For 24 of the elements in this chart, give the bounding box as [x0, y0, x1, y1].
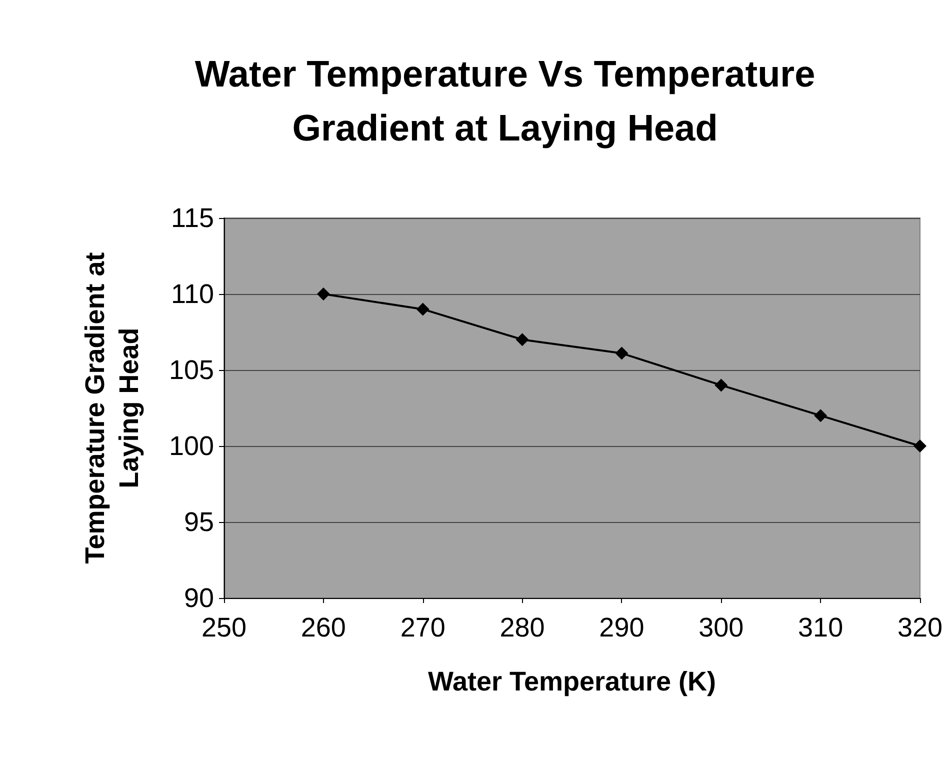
point: [714, 378, 728, 392]
x-tick-label: 300: [698, 612, 744, 642]
point: [814, 409, 828, 422]
x-tick-label: 290: [599, 612, 644, 642]
y-axis-title: Temperature Gradient at Laying Head: [80, 252, 144, 564]
x-tick-label: 260: [300, 612, 346, 642]
chart-title: Water Temperature Vs Temperature Gradient at Laying Head: [194, 54, 816, 148]
point: [416, 302, 430, 316]
x-tick-label: 270: [400, 612, 446, 642]
y-tick-label: 105: [168, 355, 214, 385]
point: [516, 333, 529, 346]
y-tick-label: 90: [184, 583, 214, 613]
y-tick-label: 95: [184, 507, 214, 537]
y-tick-label: 115: [170, 203, 214, 233]
point: [914, 440, 926, 452]
x-tick-label: 250: [201, 612, 247, 642]
x-axis-title: Water Temperature (K): [428, 666, 716, 696]
point: [316, 288, 330, 300]
x-tick-label: 310: [798, 612, 844, 642]
point: [615, 346, 628, 360]
x-tick-label: 280: [500, 612, 545, 642]
y-tick-label: 100: [168, 431, 214, 461]
y-tick-label: 110: [170, 279, 214, 309]
x-tick-label: 320: [897, 612, 943, 642]
